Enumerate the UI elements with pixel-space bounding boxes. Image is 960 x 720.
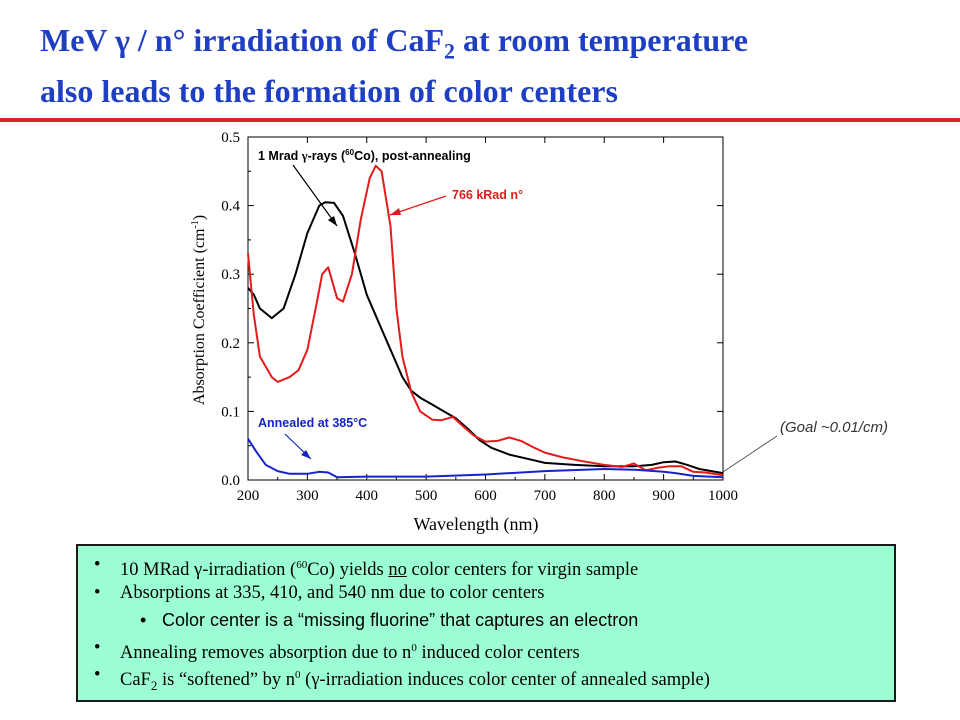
x-tick-label: 600 (474, 488, 497, 504)
y-tick-label: 0.5 (221, 130, 240, 146)
sub-bullet-item: • Color center is a “missing fluorine” th… (90, 607, 894, 635)
series-line-1 (247, 201, 724, 475)
x-tick-label: 400 (356, 488, 379, 504)
y-tick-label: 0.0 (221, 473, 240, 489)
title-text: / n° irradiation of CaF (129, 22, 445, 58)
bullet-dot: • (94, 582, 101, 603)
title-line-2: also leads to the formation of color cen… (40, 73, 618, 110)
y-tick-label: 0.3 (221, 267, 240, 283)
chart-axes: 200 300 400 500 600 700 800 900 1000 0.0 0.1 0.2 0.3… (221, 130, 738, 504)
x-tick-label: 800 (593, 488, 616, 504)
x-tick-label: 700 (534, 488, 557, 504)
title-line-1: MeV γ / n° irradiation of CaF2 at room t… (40, 20, 940, 71)
y-tick-label: 0.4 (221, 199, 240, 215)
gamma-arrow (292, 164, 338, 227)
x-tick-label: 300 (296, 488, 319, 504)
x-tick-label: 500 (415, 488, 438, 504)
x-axis-label: Wavelength (nm) (413, 514, 538, 535)
goal-leader-line (722, 435, 778, 473)
x-tick-label: 1000 (708, 488, 738, 504)
bullet-dot: • (94, 665, 101, 685)
series-line-3 (247, 438, 724, 479)
neutron-annotation: 766 kRad n° (452, 188, 523, 202)
y-tick-label: 0.1 (221, 404, 240, 420)
gamma-annotation: 1 Mrad γ-rays (60Co), post-annealing (258, 148, 471, 163)
bullet-item: • 10 MRad γ-irradiation (60Co) yields no … (90, 552, 894, 580)
title-divider (0, 118, 960, 122)
bullet-item: • Annealing removes absorption due to n0 … (90, 635, 894, 663)
title-subscript: 2 (444, 38, 456, 64)
bullet-item: • CaF2 is “softened” by n0 (γ-irradiation… (90, 662, 894, 693)
title-text: at room temperature (455, 22, 748, 58)
bullet-item: • Absorptions at 335, 410, and 540 nm due… (90, 580, 894, 608)
annealed-annotation: Annealed at 385°C (258, 416, 367, 430)
absorption-chart: 200 300 400 500 600 700 800 900 1000 0.0 0.1 0.2 0.3… (190, 130, 888, 535)
neutron-arrowhead (390, 208, 401, 215)
bullet-dot: • (94, 555, 101, 575)
bullet-dot: • (140, 610, 147, 630)
slide-title: MeV γ / n° irradiation of CaF2 at room t… (40, 20, 940, 112)
series-line-2 (247, 164, 724, 477)
gamma-arrowhead (328, 216, 337, 226)
y-tick-label: 0.2 (221, 336, 240, 352)
y-axis-label: Absorption Coefficient (cm-1) (190, 215, 208, 405)
chart-series (247, 164, 724, 479)
goal-annotation: (Goal ~0.01/cm) (780, 419, 888, 436)
bullet-dot: • (94, 637, 101, 658)
x-tick-label: 900 (652, 488, 675, 504)
notes-box: • 10 MRad γ-irradiation (60Co) yields no … (76, 544, 896, 702)
annealed-arrowhead (301, 450, 311, 459)
title-text: MeV (40, 22, 115, 58)
x-tick-label: 200 (237, 488, 260, 504)
title-gamma: γ (114, 22, 130, 58)
